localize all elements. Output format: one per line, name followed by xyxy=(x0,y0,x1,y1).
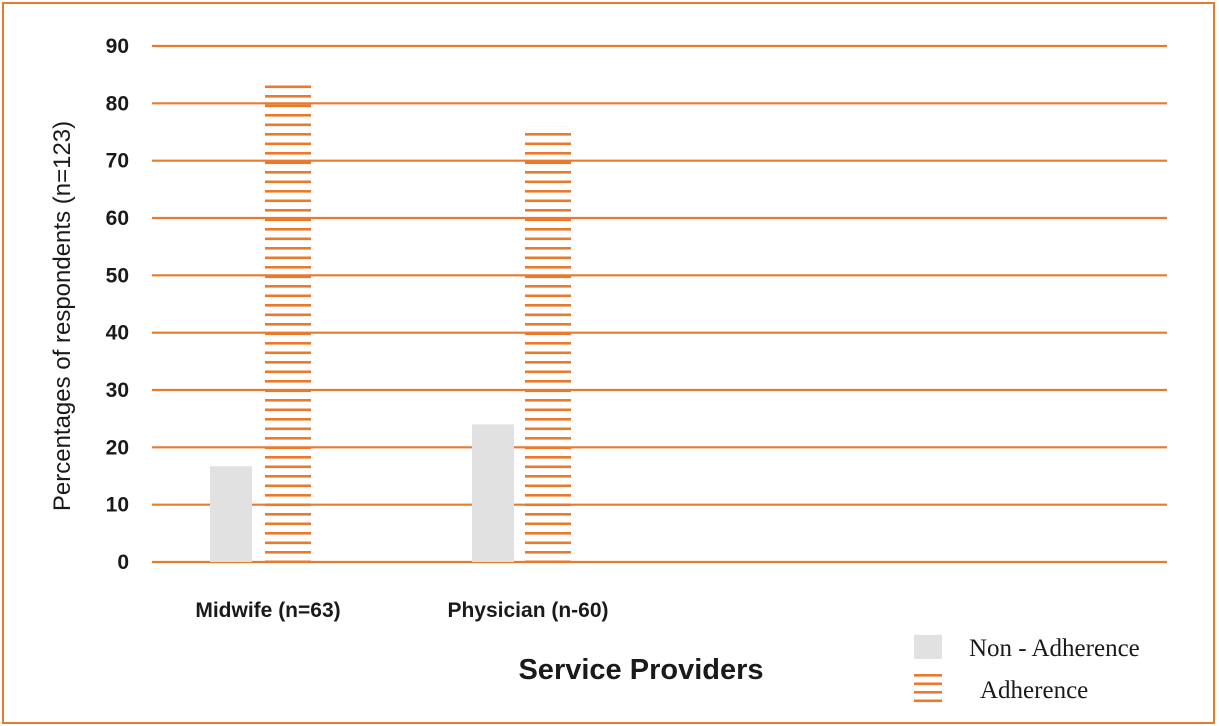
y-tick-label-80: 80 xyxy=(106,92,129,115)
legend-label-adherence: Adherence xyxy=(980,677,1088,704)
y-tick-label-40: 40 xyxy=(106,322,129,345)
bar-non-adherence-0 xyxy=(210,466,252,562)
y-tick-label-60: 60 xyxy=(106,207,129,230)
legend-swatch-non-adherence xyxy=(914,635,942,659)
legend: Non - Adherence Adherence xyxy=(914,635,1140,704)
bar-adherence-1 xyxy=(525,126,571,563)
y-tick-label-90: 90 xyxy=(106,35,129,58)
gridlines xyxy=(152,44,1167,564)
y-tick-label-30: 30 xyxy=(106,379,129,402)
bars xyxy=(210,84,571,563)
y-tick-label-10: 10 xyxy=(106,494,129,517)
y-tick-label-50: 50 xyxy=(106,264,129,287)
y-axis-ticks: 0 10 20 30 40 50 60 70 80 90 xyxy=(106,35,129,574)
legend-swatch-adherence xyxy=(914,674,942,703)
bar-non-adherence-1 xyxy=(472,424,514,562)
y-tick-label-0: 0 xyxy=(117,551,129,574)
x-axis-label: Service Providers xyxy=(518,654,763,686)
x-category-label-1: Physician (n-60) xyxy=(447,599,608,622)
x-category-label-0: Midwife (n=63) xyxy=(195,599,340,622)
legend-label-non-adherence: Non - Adherence xyxy=(969,635,1140,662)
x-axis-categories: Midwife (n=63) Physician (n-60) xyxy=(195,599,608,622)
y-tick-label-20: 20 xyxy=(106,436,129,459)
y-axis-label: Percentages of respondents (n=123) xyxy=(49,121,76,511)
bar-adherence-0 xyxy=(265,84,311,562)
y-tick-label-70: 70 xyxy=(106,150,129,173)
